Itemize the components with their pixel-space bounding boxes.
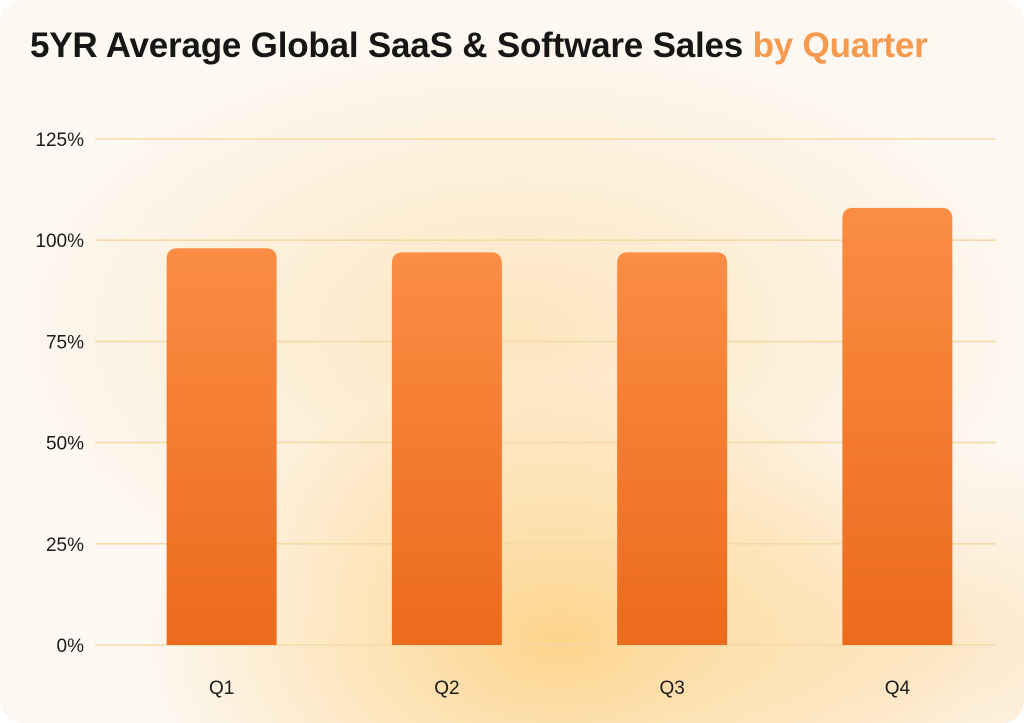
y-tick-label: 0% [57,636,85,657]
bar-q2 [391,252,502,645]
chart-title: 5YR Average Global SaaS & Software Sales… [30,26,928,66]
x-tick-label: Q3 [659,678,684,699]
bar-q1 [166,248,277,645]
y-tick-label: 50% [46,434,84,455]
x-tick-label: Q2 [434,678,459,699]
bars [166,207,953,646]
chart-title-highlight: by Quarter [752,26,928,65]
bar-q3 [617,252,728,645]
chart-title-main: 5YR Average Global SaaS & Software Sales [30,26,744,65]
y-tick-label: 100% [35,231,84,252]
y-tick-label: 75% [46,332,84,353]
x-axis-tick-labels: Q1 Q2 Q3 Q4 [209,678,911,699]
y-tick-label: 25% [46,535,84,556]
x-tick-label: Q4 [885,678,911,699]
y-axis-tick-labels: 0% 25% 50% 75% 100% 125% [35,130,84,657]
x-tick-label: Q1 [209,678,234,699]
y-tick-label: 125% [35,130,84,151]
bar-q4 [842,207,953,646]
